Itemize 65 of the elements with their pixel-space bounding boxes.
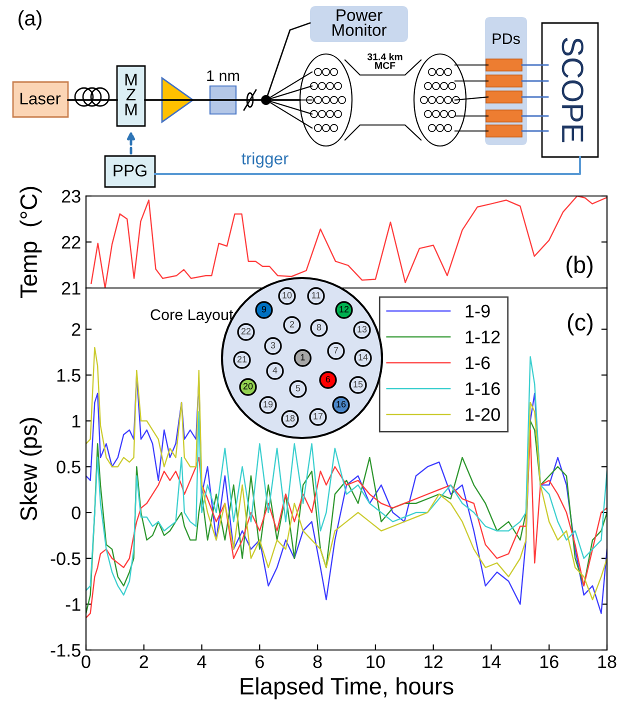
x-tick-label: 10 — [366, 655, 385, 668]
x-tick-label: 0 — [82, 655, 90, 668]
annotation: 3 — [270, 342, 276, 348]
text: Power Monitor — [332, 9, 387, 36]
y-tick-label: 22 — [62, 236, 80, 249]
x-tick-label: 14 — [482, 656, 501, 668]
annotation: 15 — [354, 381, 363, 388]
annotation: 1 — [300, 354, 305, 360]
annotation: 14 — [358, 354, 368, 360]
legend-label: 1-12 — [466, 330, 500, 344]
annotation: 18 — [286, 415, 295, 422]
annotation: 19 — [264, 401, 273, 408]
x-axis-title: Elapsed Time, hours — [240, 677, 454, 700]
annotation: 20 — [243, 383, 253, 390]
annotation: 9 — [262, 306, 266, 312]
y-tick-label: 1.5 — [57, 369, 80, 382]
x-tick-label: 12 — [424, 655, 442, 668]
text: (a) — [18, 10, 42, 30]
text: PDs — [492, 33, 520, 44]
annotation: 4 — [272, 367, 278, 374]
annotation: 21 — [237, 356, 247, 362]
y-tick-label: 21 — [62, 282, 80, 295]
annotation: (c) — [568, 313, 593, 336]
text: Laser — [20, 92, 61, 104]
y-tick-label: 1 — [72, 415, 80, 428]
y-axis-title: Skew (ps) — [20, 418, 42, 520]
x-tick-label: 2 — [140, 655, 148, 668]
text: SCOPE — [562, 38, 584, 142]
annotation: 12 — [340, 306, 349, 312]
annotation: 7 — [334, 347, 338, 354]
text: 31.4 km MCF — [367, 53, 402, 69]
legend-label: 1-16 — [466, 382, 500, 396]
x-tick-label: 18 — [598, 655, 616, 668]
line-series — [90, 196, 607, 288]
annotation: 17 — [314, 413, 323, 420]
annotation: 22 — [241, 328, 251, 334]
annotation: 16 — [336, 401, 346, 408]
x-tick-label: 4 — [197, 656, 206, 668]
annotation: Core Layout — [150, 309, 234, 324]
text: 1 nm — [207, 70, 239, 81]
y-tick-label: -1 — [66, 598, 80, 611]
annotation: 8 — [316, 324, 322, 330]
text: M Z M — [125, 74, 137, 116]
legend-label: 1-6 — [466, 356, 490, 370]
annotation: 13 — [358, 326, 367, 332]
annotation: 2 — [290, 321, 294, 328]
x-tick-label: 6 — [256, 655, 264, 668]
x-tick-label: 16 — [540, 655, 558, 668]
y-tick-label: 2 — [72, 323, 80, 336]
text: PPG — [114, 164, 146, 176]
y-tick-label: 23 — [62, 190, 80, 203]
legend-label: 1-20 — [466, 408, 500, 421]
annotation: (b) — [566, 256, 593, 278]
y-tick-label: 0.5 — [56, 460, 80, 474]
text: trigger — [242, 152, 288, 168]
y-tick-label: 0 — [72, 506, 80, 520]
annotation: 5 — [296, 385, 300, 392]
annotation: 10 — [282, 292, 292, 298]
annotation: 6 — [326, 376, 330, 382]
legend-label: 1-9 — [466, 304, 490, 318]
y-axis-title: Temp (°C) — [20, 186, 42, 298]
y-tick-label: -1.5 — [50, 644, 80, 657]
y-tick-label: -0.5 — [50, 552, 80, 566]
x-tick-label: 8 — [313, 655, 322, 668]
annotation: 11 — [312, 292, 320, 298]
